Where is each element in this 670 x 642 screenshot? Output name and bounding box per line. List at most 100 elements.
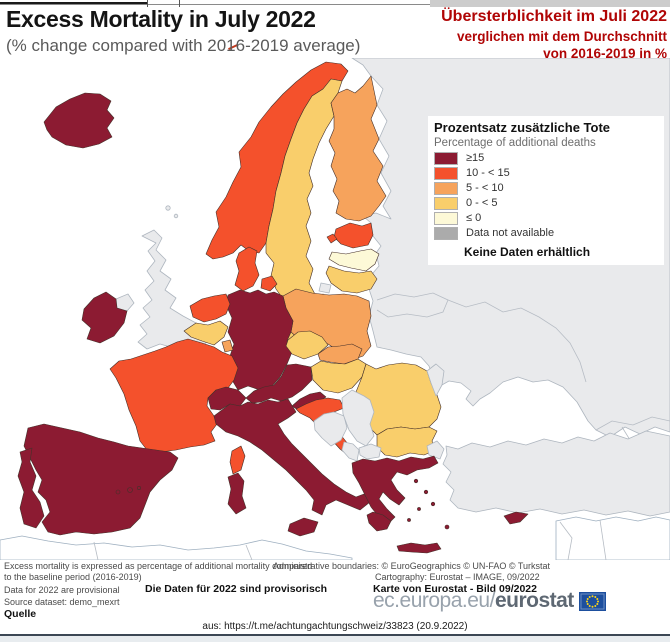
legend-label: 5 - < 10 (466, 182, 504, 194)
german-title: Übersterblichkeit im Juli 2022 (441, 8, 667, 25)
country-denmark (234, 246, 260, 292)
middle-east-border-1 (599, 519, 607, 560)
legend-swatch-ge15 (434, 151, 458, 165)
legend-item: 0 - < 5 (434, 196, 658, 210)
country-portugal (17, 447, 45, 529)
balearic-islands (115, 485, 142, 495)
legend-item: Data not available (434, 226, 658, 240)
provisional-note: Data for 2022 are provisional (4, 585, 120, 595)
cartography-note-german: Karte von Eurostat - Bild 09/2022 (373, 583, 537, 595)
legend-label: ≤ 0 (466, 212, 482, 224)
island-zealand (260, 275, 278, 292)
country-france (109, 338, 239, 453)
bottom-strip (0, 636, 670, 642)
shetland-islands (173, 213, 179, 219)
legend-item: ≤ 0 (434, 211, 658, 225)
aegean-islands (407, 478, 450, 530)
caucasus-border-1 (595, 416, 670, 431)
island-sardinia (227, 472, 247, 515)
footnote-line2: to the baseline period (2016-2019) (4, 572, 142, 582)
region-turkish-thrace (426, 440, 445, 460)
legend-label: ≥15 (466, 152, 485, 164)
caucasus-border-2 (621, 426, 631, 441)
german-title-block: Übersterblichkeit im Juli 2022 vergliche… (367, 6, 667, 62)
eu-flag-icon (578, 591, 606, 611)
africa-border-1 (93, 541, 99, 560)
middle-east-border-2 (559, 521, 573, 560)
legend-title-german: Prozentsatz zusätzliche Tote (434, 120, 611, 135)
country-latvia (328, 248, 380, 272)
top-right-strip (430, 0, 670, 7)
region-peloponnese (366, 511, 392, 532)
country-italy (213, 398, 371, 516)
legend-swatch-10-15 (434, 166, 458, 180)
country-serbia (341, 389, 375, 447)
country-belgium (183, 320, 229, 346)
country-turkey (442, 430, 670, 517)
africa-border-2 (245, 544, 253, 560)
map-legend: Prozentsatz zusätzliche Tote Percentage … (428, 116, 664, 265)
legend-swatch-0-5 (434, 196, 458, 210)
country-bulgaria (376, 426, 438, 458)
island-sicily (287, 517, 319, 537)
german-subtitle-line1: verglichen mit dem Durchschnitt (456, 29, 667, 44)
bottom-rule (0, 634, 670, 636)
island-saaremaa (326, 233, 338, 244)
legend-note-german: Keine Daten erhältlich (464, 245, 591, 259)
belarus-border (376, 292, 449, 318)
page-subtitle: (% change compared with 2016-2019 averag… (6, 36, 361, 55)
country-finland (328, 75, 387, 222)
country-poland (282, 288, 372, 361)
island-crete (396, 542, 442, 554)
logo-url-prefix: ec.europa.eu/ (373, 589, 495, 612)
legend-swatch-le0 (434, 211, 458, 225)
footnote-line1: Excess mortality is expressed as percent… (4, 561, 313, 571)
region-middle-east (555, 516, 670, 560)
source-caption: aus: https://t.me/achtungachtungschweiz/… (202, 621, 468, 632)
country-spain (23, 423, 179, 536)
country-bosnia (313, 411, 348, 447)
country-montenegro-albania (341, 441, 360, 462)
eurostat-logo: ec.europa.eu/eurostat (373, 589, 606, 613)
country-cyprus (503, 511, 529, 525)
country-africa (0, 535, 353, 560)
admin-boundaries-note: Administrative boundaries: © EuroGeograp… (273, 561, 551, 571)
country-czechia (285, 330, 329, 360)
region-kaliningrad (318, 282, 332, 294)
legend-swatch-na (434, 226, 458, 240)
country-netherlands (189, 293, 231, 323)
country-switzerland (207, 386, 247, 411)
faroe-islands (165, 205, 171, 211)
legend-label: 10 - < 15 (466, 167, 510, 179)
country-north-macedonia (358, 443, 382, 460)
ukraine-russia-border (447, 299, 587, 383)
country-lithuania (325, 265, 378, 294)
top-dark-line (0, 2, 147, 4)
country-greece (351, 455, 439, 524)
legend-title-english: Percentage of additional deaths (434, 137, 596, 149)
country-ireland (81, 291, 128, 344)
german-subtitle-line2: von 2016-2019 in % (543, 46, 667, 61)
island-corsica (229, 445, 246, 475)
country-slovakia (317, 343, 363, 365)
country-germany (225, 289, 294, 391)
quelle-label: Quelle (4, 608, 37, 620)
legend-item: 10 - < 15 (434, 166, 658, 180)
source-dataset-note: Source dataset: demo_mexrt (4, 597, 120, 607)
country-estonia (333, 222, 374, 249)
page-title: Excess Mortality in July 2022 (6, 6, 316, 32)
legend-item: 5 - < 10 (434, 181, 658, 195)
top-divider-line (0, 4, 430, 5)
legend-label: 0 - < 5 (466, 197, 498, 209)
logo-eurostat: eurostat (494, 589, 574, 612)
cartography-note: Cartography: Eurostat – IMAGE, 09/2022 (375, 572, 540, 582)
legend-item: ≥15 (434, 151, 658, 165)
top-notch (147, 0, 180, 7)
legend-label: Data not available (466, 227, 555, 239)
country-moldova (426, 363, 445, 397)
provisional-note-german: Die Daten für 2022 sind provisorisch (145, 583, 328, 595)
legend-swatch-5-10 (434, 181, 458, 195)
country-luxembourg (221, 339, 234, 353)
country-iceland (43, 92, 115, 149)
